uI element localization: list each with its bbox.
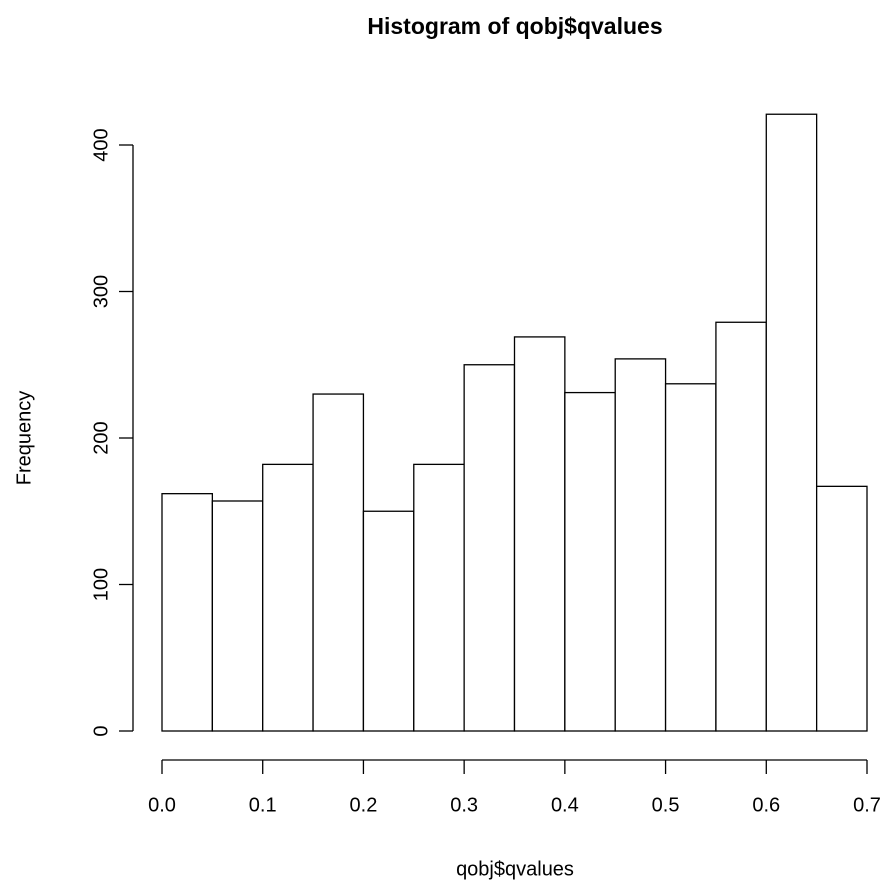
x-tick-label: 0.2 (350, 794, 378, 816)
bar (312, 393, 365, 732)
bar (211, 500, 264, 732)
y-tick-label: 0 (90, 725, 112, 736)
bar (715, 321, 767, 732)
bar (513, 336, 566, 732)
bar (362, 510, 415, 732)
y-tick-label: 100 (90, 568, 112, 601)
x-tick-label: 0.0 (148, 794, 176, 816)
bar (815, 485, 868, 732)
y-tick-label: 400 (90, 128, 112, 161)
x-tick-label: 0.4 (551, 794, 579, 816)
x-tick-label: 0.3 (450, 794, 478, 816)
bar (564, 391, 616, 732)
x-tick-label: 0.7 (853, 794, 881, 816)
y-tick-label: 300 (90, 275, 112, 308)
y-axis-label: Frequency (13, 391, 35, 486)
chart-title: Histogram of qobj$qvalues (367, 13, 662, 39)
bar (463, 364, 516, 732)
bar (262, 463, 314, 732)
x-tick-label: 0.6 (752, 794, 780, 816)
bar (614, 358, 667, 732)
bar (413, 463, 465, 732)
bar (161, 493, 214, 732)
y-tick-label: 200 (90, 421, 112, 454)
x-tick-label: 0.1 (249, 794, 277, 816)
bar (765, 113, 818, 732)
bar (664, 383, 717, 732)
x-axis-label: qobj$qvalues (456, 858, 574, 880)
x-tick-label: 0.5 (652, 794, 680, 816)
